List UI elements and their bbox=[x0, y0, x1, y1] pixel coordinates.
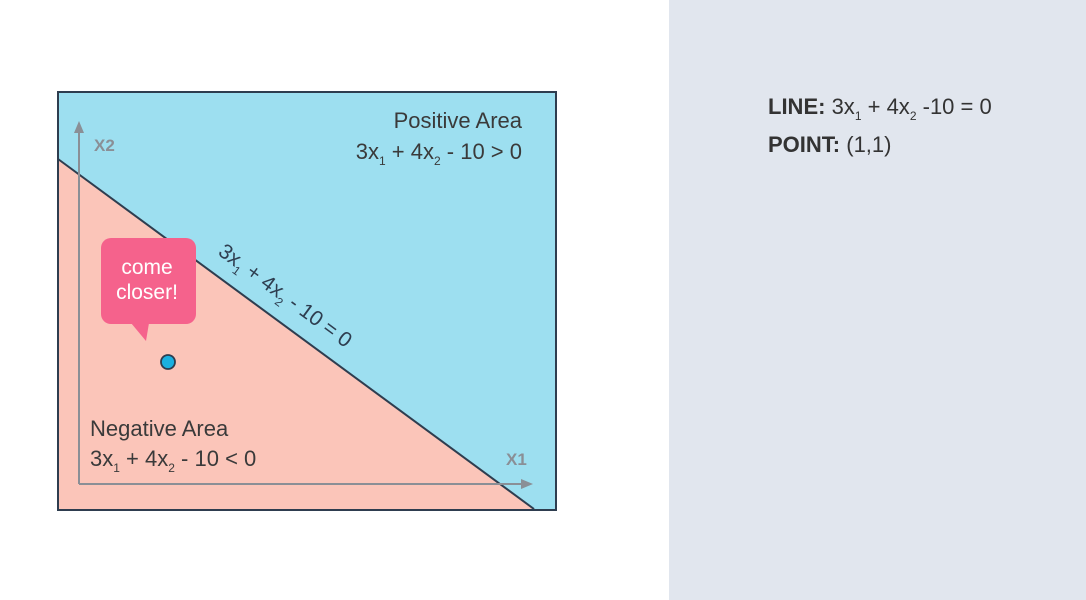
line-eq-part: -10 = 0 bbox=[916, 94, 992, 119]
line-equation-row: LINE: 3x1 + 4x2 -10 = 0 bbox=[768, 88, 992, 126]
perceptron-diagram: X2 X1 Positive Area 3x1 + 4x2 - 10 > 0 N… bbox=[57, 91, 557, 511]
point-value: (1,1) bbox=[840, 132, 892, 157]
line-eq-part: 3x bbox=[825, 94, 855, 119]
positive-area-title: Positive Area bbox=[394, 108, 523, 133]
speech-bubble-text-line2: closer! bbox=[116, 281, 178, 304]
x-axis-label: X1 bbox=[506, 450, 527, 469]
line-eq-sub: 2 bbox=[909, 109, 917, 123]
speech-bubble: come closer! bbox=[101, 238, 196, 341]
info-panel: LINE: 3x1 + 4x2 -10 = 0 POINT: (1,1) bbox=[669, 0, 1086, 600]
y-axis-arrow-icon bbox=[74, 121, 84, 133]
point-row: POINT: (1,1) bbox=[768, 126, 992, 164]
line-label: LINE: bbox=[768, 94, 826, 119]
y-axis-label: X2 bbox=[94, 136, 115, 155]
diagram-frame bbox=[57, 91, 557, 511]
line-eq-sub: 1 bbox=[854, 109, 862, 123]
positive-area-region bbox=[58, 92, 556, 509]
speech-bubble-text-line1: come bbox=[121, 256, 172, 279]
negative-area-equation: 3x1 + 4x2 - 10 < 0 bbox=[90, 446, 256, 475]
point-marker bbox=[160, 354, 176, 370]
x-axis-arrow-icon bbox=[521, 479, 533, 489]
negative-area-title: Negative Area bbox=[90, 416, 229, 441]
positive-area-equation: 3x1 + 4x2 - 10 > 0 bbox=[356, 139, 522, 168]
info-text: LINE: 3x1 + 4x2 -10 = 0 POINT: (1,1) bbox=[768, 88, 992, 164]
point-label: POINT: bbox=[768, 132, 841, 157]
boundary-line bbox=[57, 158, 535, 510]
line-eq-part: + 4x bbox=[861, 94, 910, 119]
